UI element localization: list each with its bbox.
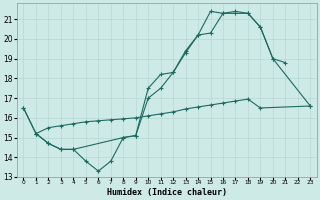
X-axis label: Humidex (Indice chaleur): Humidex (Indice chaleur) [107,188,227,197]
